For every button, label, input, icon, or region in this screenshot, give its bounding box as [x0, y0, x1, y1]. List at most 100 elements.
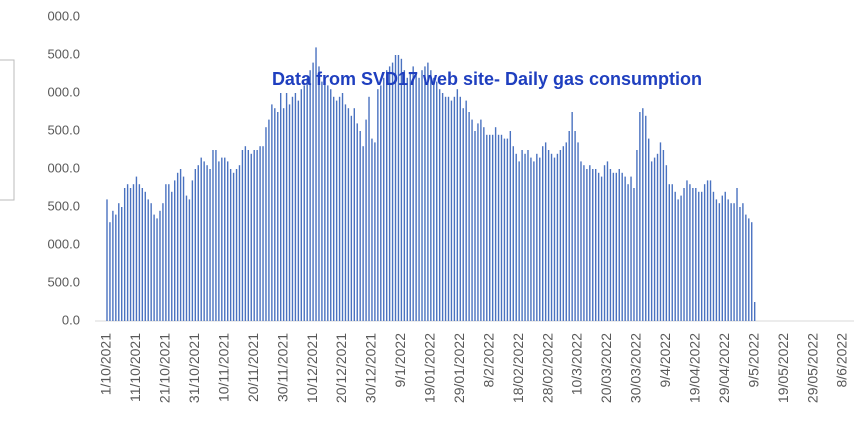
bar	[197, 165, 199, 321]
x-tick-label: 21/10/2021	[157, 333, 173, 403]
bar	[539, 157, 541, 321]
bar	[227, 161, 229, 321]
bar	[232, 172, 235, 321]
bar	[147, 199, 149, 321]
bar	[332, 96, 335, 321]
y-tick-label: 000.0	[47, 8, 80, 23]
bar	[480, 119, 482, 321]
bar	[700, 191, 703, 321]
bar	[530, 157, 532, 321]
bar	[689, 184, 691, 321]
bar	[330, 89, 332, 321]
bar	[118, 203, 120, 321]
bar	[412, 66, 414, 322]
bar	[441, 93, 444, 321]
y-tick-label: 500.0	[47, 274, 80, 289]
bar	[618, 169, 620, 321]
bar	[241, 150, 244, 321]
bar	[418, 77, 420, 321]
bar	[262, 146, 264, 321]
x-tick-label: 19/04/2022	[687, 333, 703, 403]
bar	[209, 169, 211, 321]
bar	[677, 199, 679, 321]
bar	[244, 146, 247, 321]
bar	[427, 62, 429, 321]
bar	[430, 70, 432, 321]
bar	[303, 85, 305, 322]
bar	[733, 203, 735, 321]
bar	[544, 142, 547, 321]
bar	[403, 70, 406, 321]
bar	[265, 127, 267, 321]
bar	[321, 81, 323, 321]
bar	[465, 100, 467, 321]
bar	[595, 169, 597, 321]
x-tick-label: 10/11/2021	[215, 333, 231, 402]
y-tick-label: 0.0	[62, 312, 80, 327]
bar	[335, 100, 338, 321]
bar	[294, 93, 297, 321]
bar	[486, 134, 488, 321]
bar	[627, 184, 629, 321]
bar	[745, 214, 747, 321]
bar	[385, 70, 388, 321]
bar	[194, 169, 197, 321]
bar	[374, 142, 376, 321]
bar	[300, 89, 303, 321]
bar	[129, 188, 132, 321]
bar	[715, 199, 718, 321]
bar	[344, 104, 347, 322]
y-tick-label: 500.0	[47, 122, 80, 137]
bar	[421, 70, 423, 321]
bar	[606, 161, 609, 321]
bar	[500, 134, 503, 321]
bar	[279, 93, 282, 321]
bar	[174, 180, 176, 321]
bar	[453, 96, 456, 321]
bar	[362, 146, 364, 321]
bar	[176, 172, 179, 321]
bar	[126, 184, 129, 321]
bar	[218, 161, 220, 321]
bar	[527, 150, 529, 321]
bar	[277, 112, 279, 321]
bar	[742, 203, 744, 321]
y-tick-label: 500.0	[47, 46, 80, 61]
bar	[141, 188, 144, 321]
bar	[436, 81, 438, 321]
bar	[224, 157, 226, 321]
bar	[753, 302, 756, 321]
x-tick-label: 1/10/2021	[98, 333, 114, 395]
bar	[171, 191, 173, 321]
y-tick-label: 500.0	[47, 198, 80, 213]
y-tick-label: 000.0	[47, 160, 80, 175]
side-icon	[0, 59, 15, 201]
x-tick-label: 29/01/2022	[451, 333, 467, 403]
bar	[203, 161, 205, 321]
bar	[474, 131, 476, 321]
bar	[565, 142, 567, 321]
bar	[751, 222, 753, 321]
chart-title: Data from SVD17 web site- Daily gas cons…	[272, 69, 702, 89]
bar	[424, 66, 426, 322]
bar	[509, 131, 512, 321]
bar	[471, 119, 473, 321]
bar	[400, 58, 403, 322]
bar	[356, 123, 358, 322]
bar	[730, 203, 732, 321]
bar	[600, 176, 603, 321]
bar	[297, 100, 300, 321]
bar	[589, 165, 591, 321]
bar	[112, 210, 114, 321]
bar	[447, 96, 450, 321]
bar	[383, 77, 385, 321]
bar	[647, 138, 650, 321]
bar	[191, 180, 194, 321]
bar	[353, 108, 355, 321]
bar	[282, 108, 285, 321]
bar	[706, 180, 709, 321]
bar	[639, 112, 641, 321]
x-tick-label: 8/6/2022	[834, 333, 850, 388]
bar	[586, 169, 588, 321]
bar	[462, 108, 464, 321]
